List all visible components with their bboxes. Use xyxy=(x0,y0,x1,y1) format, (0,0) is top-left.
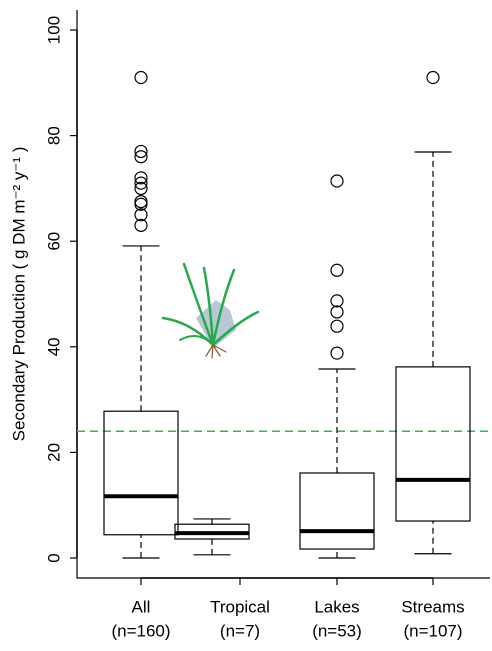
outlier xyxy=(134,150,148,164)
outlier xyxy=(134,197,148,211)
outlier xyxy=(426,70,440,85)
outlier xyxy=(330,294,344,308)
box xyxy=(395,366,471,522)
x-tick-n: (n=53) xyxy=(312,621,362,640)
outlier xyxy=(330,319,344,333)
box xyxy=(103,410,179,536)
outlier xyxy=(330,346,344,360)
x-tick-label: Streams xyxy=(401,597,464,616)
x-tick-label: All xyxy=(132,597,151,616)
y-tick-label: 60 xyxy=(44,232,63,251)
outlier xyxy=(330,305,344,319)
outlier xyxy=(134,176,148,190)
y-tick-label: 100 xyxy=(44,16,63,44)
x-tick-n: (n=160) xyxy=(111,621,170,640)
outlier xyxy=(134,144,148,159)
y-tick-label: 20 xyxy=(44,443,63,462)
x-tick-label: Lakes xyxy=(314,597,359,616)
y-axis-label: Secondary Production ( g DM m⁻² y⁻¹ ) xyxy=(9,147,28,442)
outlier xyxy=(134,208,148,222)
frame xyxy=(76,10,490,579)
outlier xyxy=(330,263,344,277)
box xyxy=(299,472,375,550)
y-tick-label: 80 xyxy=(44,126,63,145)
plant-icon xyxy=(161,262,260,359)
outlier xyxy=(134,218,148,232)
y-tick-label: 40 xyxy=(44,337,63,356)
outlier xyxy=(134,195,148,209)
x-tick-label: Tropical xyxy=(210,597,270,616)
outlier xyxy=(134,181,148,195)
y-tick-label: 0 xyxy=(44,553,63,562)
x-tick-n: (n=107) xyxy=(403,621,462,640)
x-tick-n: (n=7) xyxy=(220,621,260,640)
outlier xyxy=(330,174,344,188)
outlier xyxy=(134,171,148,185)
outlier xyxy=(134,70,148,85)
